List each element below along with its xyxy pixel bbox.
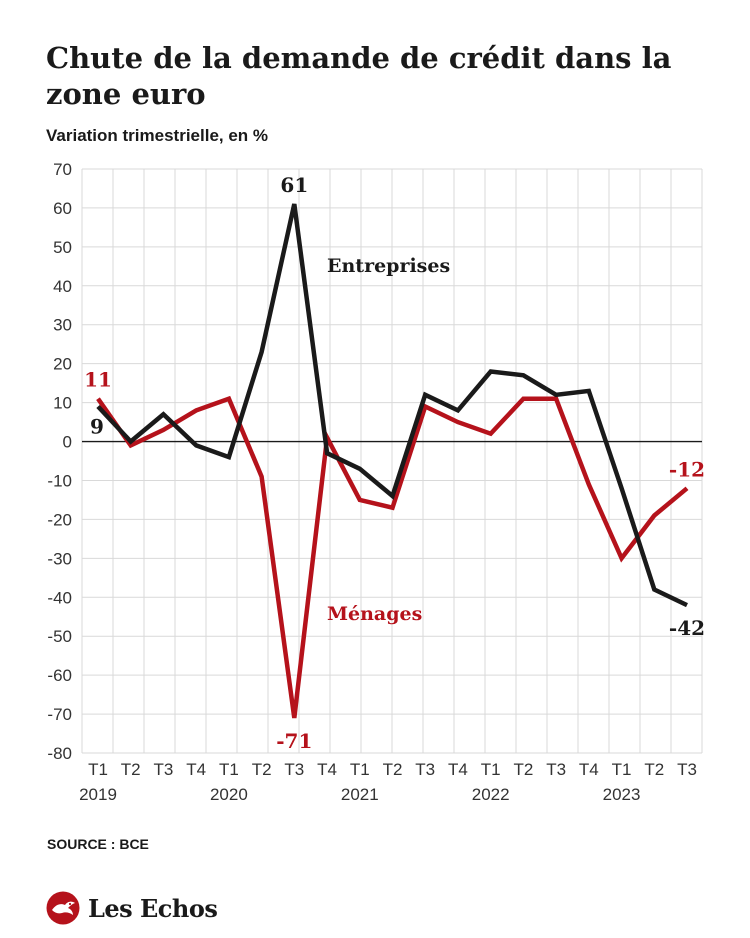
- data-label: -71: [276, 729, 312, 753]
- data-label: 11: [84, 368, 112, 392]
- y-tick-label: 30: [53, 316, 72, 335]
- y-tick-label: -10: [47, 471, 72, 490]
- source-note: SOURCE : BCE: [47, 836, 149, 852]
- x-tick-label: T3: [546, 760, 566, 779]
- brand-logo: Les Echos: [46, 888, 218, 928]
- y-tick-label: -60: [47, 666, 72, 685]
- x-tick-label: T3: [415, 760, 435, 779]
- y-tick-label: 20: [53, 355, 72, 374]
- y-tick-label: -40: [47, 588, 72, 607]
- data-label: -12: [669, 457, 705, 481]
- y-tick-label: -50: [47, 627, 72, 646]
- labels: Entreprises Ménages 11 9 61 -71 -12 -42: [84, 173, 705, 753]
- y-tick-label: -70: [47, 705, 72, 724]
- x-year-label: 2022: [472, 785, 510, 804]
- x-year-label: 2023: [603, 785, 641, 804]
- y-tick-label: 50: [53, 238, 72, 257]
- data-label: 61: [280, 173, 308, 197]
- grid: [81, 168, 703, 754]
- x-tick-label: T4: [317, 760, 337, 779]
- y-tick-label: 40: [53, 277, 72, 296]
- x-tick-label: T3: [677, 760, 697, 779]
- x-tick-label: T2: [121, 760, 141, 779]
- x-tick-label: T1: [219, 760, 239, 779]
- chart-subtitle: Variation trimestrielle, en %: [46, 126, 269, 145]
- axes: 70 60 50 40 30 20 10 0 -10 -20 -30 -40 -50 -60 -70 -80 T…: [47, 160, 702, 804]
- x-tick-label: T2: [252, 760, 272, 779]
- x-year-label: 2021: [341, 785, 379, 804]
- x-year-label: 2019: [79, 785, 117, 804]
- x-tick-label: T4: [448, 760, 468, 779]
- series-label-menages: Ménages: [327, 603, 422, 625]
- les-echos-emblem-icon: [46, 891, 80, 925]
- series-line-entreprises: [96, 203, 688, 608]
- x-tick-label: T4: [579, 760, 599, 779]
- x-tick-label: T1: [481, 760, 501, 779]
- x-tick-label: T1: [612, 760, 632, 779]
- line-chart: 70 60 50 40 30 20 10 0 -10 -20 -30 -40 -50 -60 -70 -80 T…: [47, 160, 705, 804]
- chart-title: Chute de la demande de crédit dans la zo…: [46, 41, 672, 111]
- series-lines: [96, 203, 689, 719]
- brand-name: Les Echos: [88, 893, 218, 923]
- y-tick-label: -30: [47, 549, 72, 568]
- data-label: 9: [90, 414, 104, 438]
- y-tick-label: 0: [63, 433, 72, 452]
- x-year-label: 2020: [210, 785, 248, 804]
- x-tick-label: T2: [383, 760, 403, 779]
- x-tick-label: T2: [513, 760, 533, 779]
- x-tick-label: T2: [644, 760, 664, 779]
- data-label: -42: [669, 616, 705, 640]
- x-tick-label: T1: [350, 760, 370, 779]
- series-line-menages: [96, 395, 689, 719]
- x-tick-label: T4: [186, 760, 206, 779]
- y-tick-label: -20: [47, 510, 72, 529]
- y-tick-label: 70: [53, 160, 72, 179]
- y-tick-label: 10: [53, 394, 72, 413]
- series-label-entreprises: Entreprises: [327, 255, 450, 277]
- x-tick-label: T1: [88, 760, 108, 779]
- y-tick-label: 60: [53, 199, 72, 218]
- y-tick-label: -80: [47, 744, 72, 763]
- x-tick-label: T3: [154, 760, 174, 779]
- x-tick-label: T3: [284, 760, 304, 779]
